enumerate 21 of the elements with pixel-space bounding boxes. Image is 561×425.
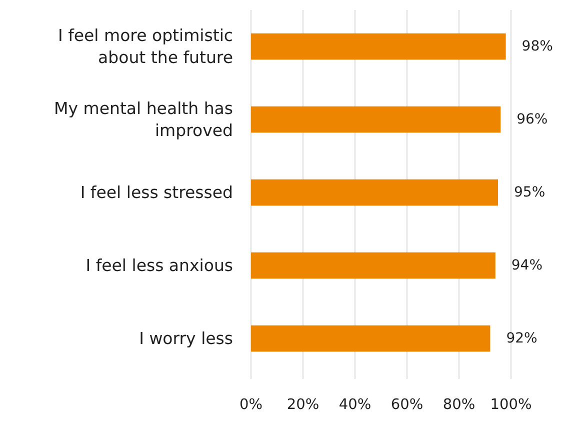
bar: [251, 325, 490, 352]
x-tick-label: 60%: [390, 397, 424, 413]
x-tick-label: 20%: [286, 397, 320, 413]
x-tick-label: 40%: [338, 397, 372, 413]
y-tick-label: I feel less stressed: [80, 183, 233, 202]
data-label: 98%: [522, 38, 553, 54]
y-tick-label: I worry less: [139, 329, 233, 348]
y-tick-label: I feel more optimistic about the future: [58, 26, 233, 67]
bar: [251, 179, 498, 206]
x-tick-label: 80%: [442, 397, 476, 413]
y-tick-label: My mental health has improved: [54, 99, 233, 140]
data-label: 94%: [511, 258, 543, 274]
data-label: 96%: [516, 112, 548, 128]
data-label: 95%: [514, 184, 546, 200]
x-tick-label: 100%: [490, 397, 532, 413]
bar: [251, 106, 501, 133]
y-tick-label: I feel less anxious: [86, 256, 233, 275]
bar: [251, 33, 506, 60]
bar: [251, 252, 496, 279]
x-tick-label: 0%: [239, 397, 263, 413]
data-label: 92%: [506, 330, 538, 346]
